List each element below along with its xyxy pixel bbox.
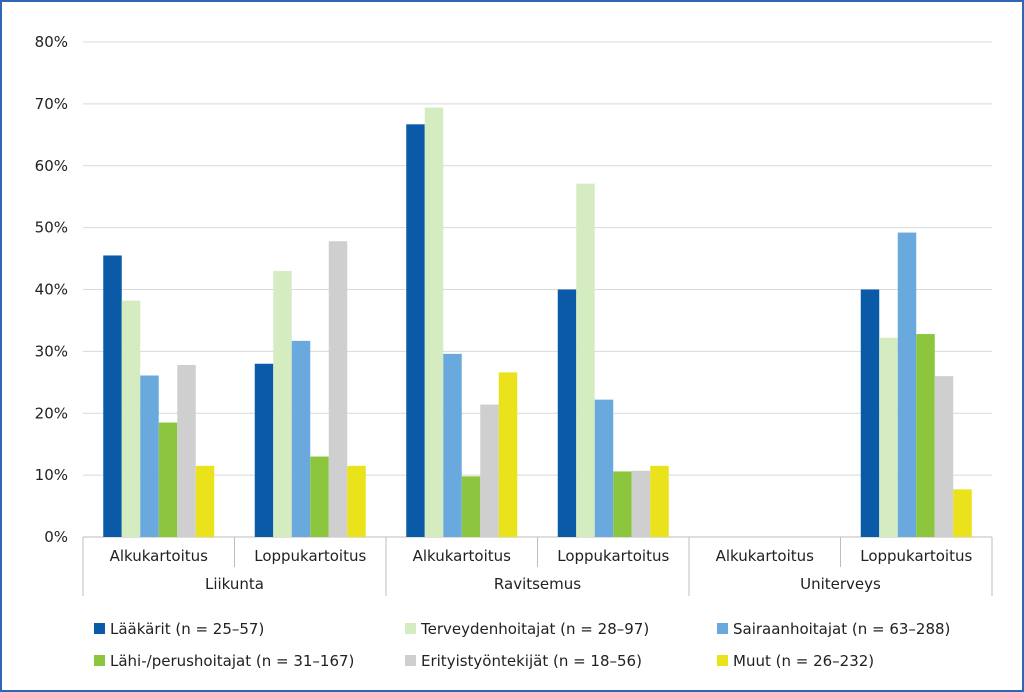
bar (631, 470, 651, 537)
bar (916, 334, 935, 537)
bar (177, 364, 196, 537)
bar (498, 372, 518, 537)
bar (650, 465, 669, 537)
bar (480, 404, 499, 537)
category-label: Alkukartoitus (110, 547, 209, 565)
category-label: Loppukartoitus (254, 547, 366, 565)
group-label: Uniterveys (800, 575, 881, 593)
category-label: Alkukartoitus (413, 547, 512, 565)
bar (443, 353, 462, 537)
bar (406, 124, 425, 537)
bar (328, 241, 348, 538)
bar (158, 422, 178, 537)
bar (195, 465, 215, 537)
legend-label: Terveydenhoitajat (n = 28–97) (420, 620, 649, 638)
bar (576, 183, 595, 537)
bar (879, 337, 898, 537)
bar (254, 363, 274, 537)
bar (860, 289, 880, 537)
bar (103, 255, 122, 537)
y-tick-label: 60% (35, 157, 68, 175)
y-tick-label: 0% (44, 528, 68, 546)
y-tick-label: 10% (35, 466, 68, 484)
y-tick-label: 50% (35, 219, 68, 237)
y-tick-label: 30% (35, 342, 68, 360)
bar (121, 300, 141, 537)
category-label: Alkukartoitus (716, 547, 815, 565)
bar (934, 376, 954, 537)
legend-swatch (94, 655, 105, 666)
group-label: Ravitsemus (494, 575, 581, 593)
y-tick-label: 70% (35, 95, 68, 113)
bar (140, 375, 159, 537)
y-tick-label: 80% (35, 33, 68, 51)
legend-swatch (405, 623, 416, 634)
legend-label: Erityistyöntekijät (n = 18–56) (421, 652, 642, 670)
bar (953, 489, 972, 537)
bar (424, 107, 444, 538)
y-tick-label: 20% (35, 404, 68, 422)
category-label: Loppukartoitus (860, 547, 972, 565)
legend-label: Sairaanhoitajat (n = 63–288) (733, 620, 950, 638)
legend-swatch (405, 655, 416, 666)
bar (897, 232, 917, 537)
legend-swatch (717, 623, 728, 634)
bar (594, 399, 614, 537)
bar (291, 340, 311, 537)
bar (347, 465, 366, 537)
bar (273, 270, 292, 537)
group-label: Liikunta (205, 575, 264, 593)
bar (613, 471, 632, 537)
category-label: Loppukartoitus (557, 547, 669, 565)
y-tick-label: 40% (35, 281, 68, 299)
legend-label: Muut (n = 26–232) (733, 652, 874, 670)
legend-swatch (94, 623, 105, 634)
legend-swatch (717, 655, 728, 666)
legend-label: Lääkärit (n = 25–57) (110, 620, 264, 638)
legend-label: Lähi-/perushoitajat (n = 31–167) (110, 652, 354, 670)
bar (557, 289, 577, 537)
bar (461, 476, 481, 537)
bar (310, 456, 329, 537)
